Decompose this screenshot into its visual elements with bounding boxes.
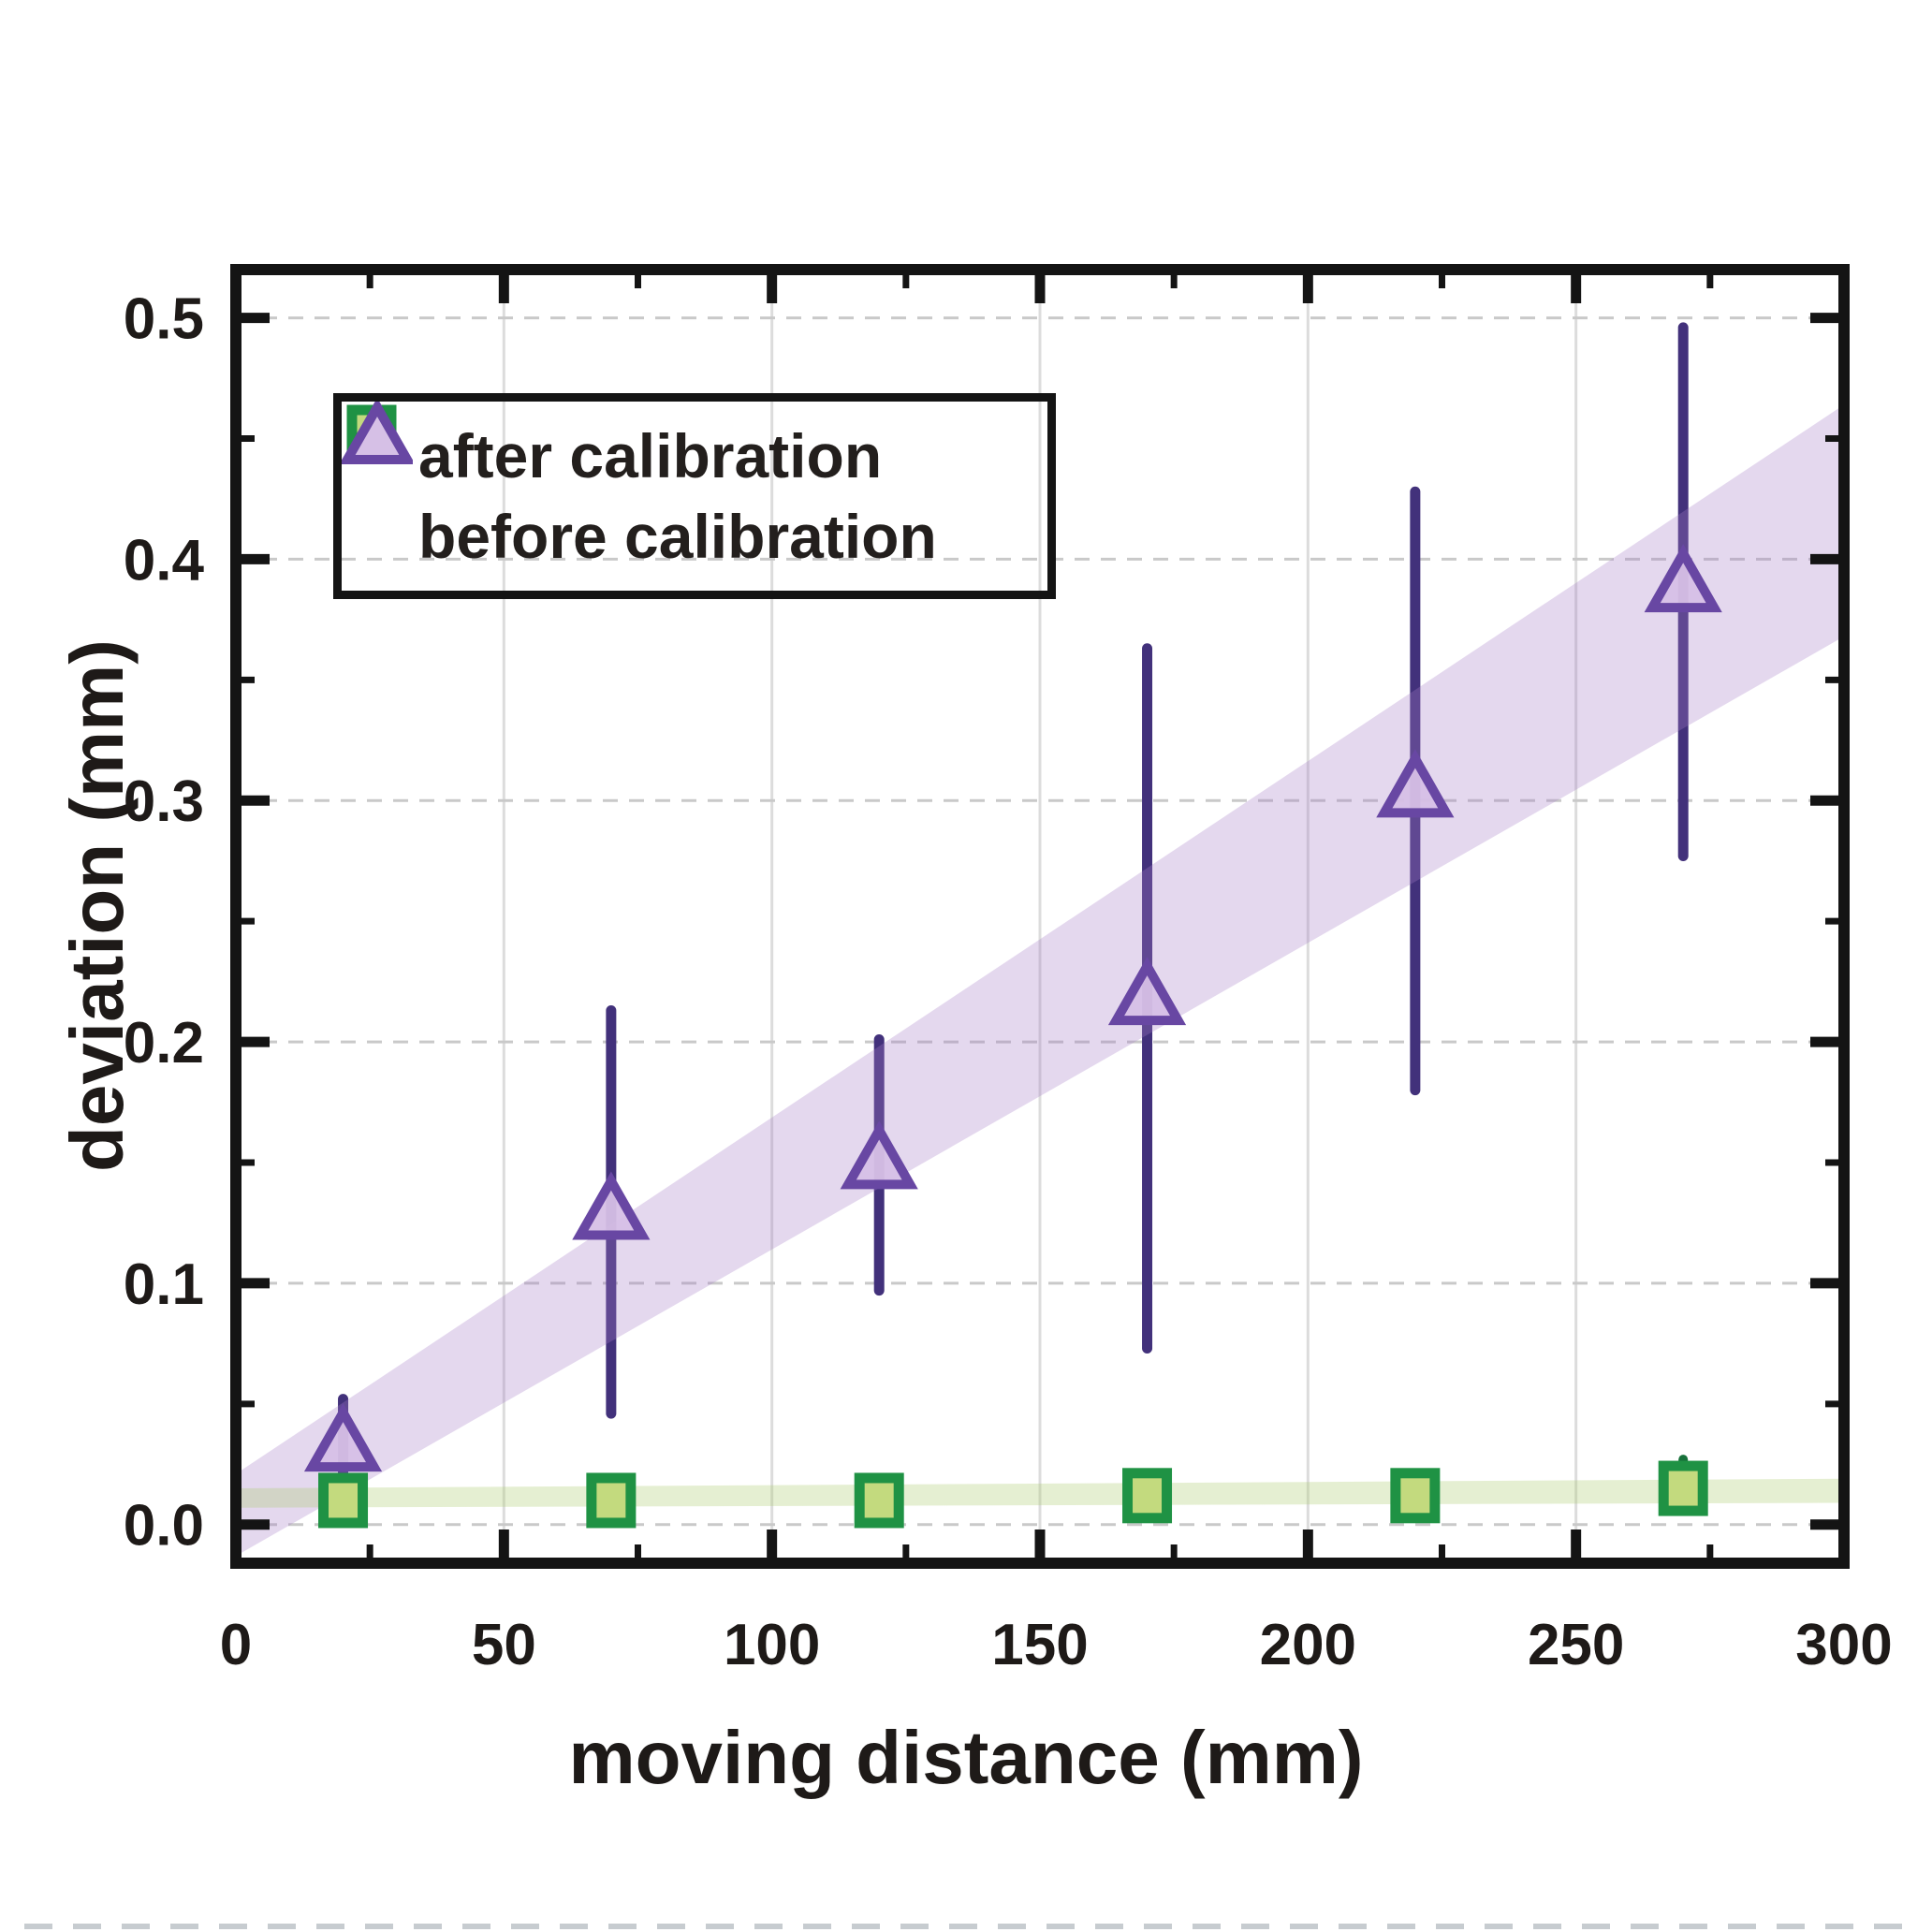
before-calibration-point: [1644, 544, 1722, 613]
triangle-marker-icon: [342, 402, 413, 464]
before-calibration-point: [572, 1171, 651, 1240]
before-calibration-point: [1376, 749, 1455, 818]
x-tick-label: 300: [1795, 1613, 1892, 1677]
legend-item-before-calibration: before calibration: [342, 402, 1047, 571]
legend-label: before calibration: [418, 501, 937, 571]
after-calibration-point: [854, 1472, 904, 1529]
legend-item-after-calibration: after calibration: [342, 404, 1047, 491]
y-tick-label: 0.1: [124, 1252, 204, 1317]
x-tick-label: 100: [724, 1613, 820, 1677]
y-tick-label: 0.4: [124, 528, 205, 593]
y-tick-label: 0.5: [124, 287, 204, 352]
before-calibration-point: [1107, 956, 1187, 1026]
after-calibration-point: [586, 1472, 637, 1529]
x-tick-label: 250: [1528, 1613, 1624, 1677]
x-tick-label: 200: [1260, 1613, 1356, 1677]
after-calibration-point: [1390, 1468, 1441, 1524]
legend-box: after calibration before calibration: [333, 393, 1056, 599]
y-axis-title: deviation (mm): [55, 639, 139, 1172]
y-tick-label: 0.2: [124, 1011, 204, 1076]
after-calibration-band: [236, 1478, 1844, 1508]
after-calibration-point: [1658, 1460, 1708, 1516]
before-calibration-point: [303, 1402, 383, 1472]
x-axis-title: moving distance (mm): [568, 1716, 1364, 1799]
before-calibration-band: [236, 404, 1844, 1557]
y-tick-label: 0.3: [124, 769, 204, 834]
x-tick-label: 50: [472, 1613, 536, 1677]
after-calibration-point: [318, 1472, 369, 1529]
y-tick-label: 0.0: [124, 1494, 204, 1559]
before-calibration-point: [840, 1120, 918, 1190]
x-tick-label: 150: [991, 1613, 1088, 1677]
x-tick-label: 0: [220, 1613, 252, 1677]
legend-label: after calibration: [418, 421, 883, 491]
after-calibration-point: [1122, 1468, 1173, 1524]
